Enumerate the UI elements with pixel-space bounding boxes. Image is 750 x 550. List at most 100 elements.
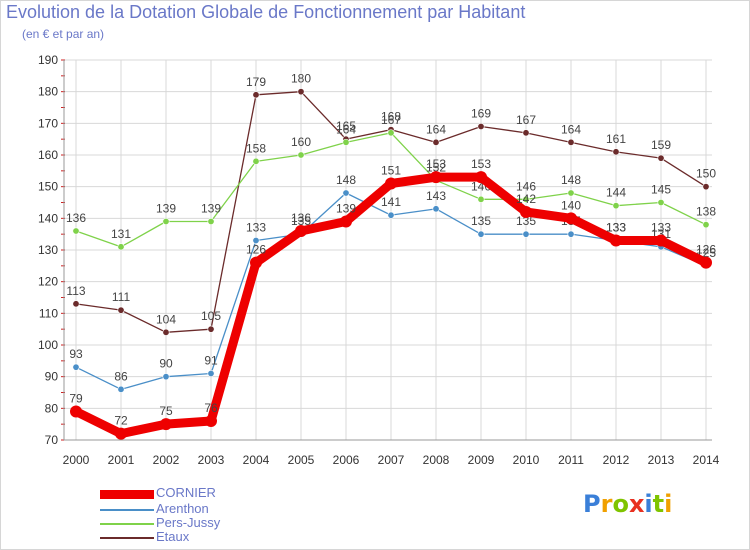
data-point bbox=[207, 369, 215, 377]
data-point bbox=[72, 227, 80, 235]
data-label: 142 bbox=[516, 192, 536, 206]
data-label: 169 bbox=[471, 107, 491, 121]
x-tick-label: 2012 bbox=[603, 453, 630, 467]
legend-label-pers-jussy: Pers-Jussy bbox=[156, 515, 221, 530]
data-label: 105 bbox=[201, 309, 221, 323]
data-point bbox=[70, 405, 82, 418]
legend-label-arenthon: Arenthon bbox=[156, 501, 209, 516]
data-point bbox=[657, 199, 665, 207]
data-label: 160 bbox=[291, 135, 311, 149]
data-label: 139 bbox=[156, 202, 176, 216]
data-point bbox=[477, 195, 485, 203]
data-point bbox=[477, 123, 485, 131]
data-point bbox=[430, 171, 442, 184]
data-label: 143 bbox=[426, 189, 446, 203]
data-point bbox=[567, 189, 575, 197]
data-label: 133 bbox=[651, 221, 671, 235]
data-point bbox=[205, 415, 217, 427]
data-point bbox=[702, 221, 710, 229]
logo-letter: t bbox=[652, 490, 665, 518]
y-tick-label: 110 bbox=[39, 306, 58, 320]
data-point bbox=[115, 427, 127, 440]
data-point bbox=[387, 211, 395, 219]
data-label: 164 bbox=[336, 122, 356, 136]
y-tick-label: 150 bbox=[38, 180, 58, 194]
data-point bbox=[655, 234, 667, 247]
x-tick-label: 2008 bbox=[423, 453, 450, 467]
data-point bbox=[297, 151, 305, 159]
data-label: 136 bbox=[66, 211, 86, 225]
legend-label-cornier: CORNIER bbox=[156, 485, 216, 500]
data-label: 164 bbox=[426, 122, 446, 136]
y-tick-label: 130 bbox=[38, 243, 58, 257]
data-label: 79 bbox=[69, 392, 83, 406]
data-point bbox=[342, 138, 350, 146]
y-tick-label: 90 bbox=[45, 370, 59, 384]
y-tick-label: 180 bbox=[38, 85, 58, 99]
data-label: 167 bbox=[381, 113, 401, 127]
data-point bbox=[387, 129, 395, 137]
data-label: 75 bbox=[159, 404, 173, 418]
data-point bbox=[340, 215, 352, 228]
data-label: 165 bbox=[336, 119, 356, 133]
data-point bbox=[475, 171, 487, 184]
data-label: 146 bbox=[516, 179, 536, 193]
data-point bbox=[295, 225, 307, 237]
data-label: 76 bbox=[204, 401, 218, 415]
data-label: 168 bbox=[381, 110, 401, 124]
data-label: 145 bbox=[651, 183, 671, 197]
data-point bbox=[432, 205, 440, 213]
data-label: 153 bbox=[426, 157, 446, 171]
data-point bbox=[162, 218, 170, 226]
data-point bbox=[207, 218, 215, 226]
data-label: 148 bbox=[561, 173, 581, 187]
data-label: 180 bbox=[291, 72, 311, 86]
data-label: 93 bbox=[69, 347, 83, 361]
data-point bbox=[342, 189, 350, 197]
data-point bbox=[612, 148, 620, 156]
logo-letter: i bbox=[664, 490, 673, 518]
x-tick-label: 2003 bbox=[198, 453, 225, 467]
logo-letter: r bbox=[600, 490, 613, 518]
data-point bbox=[162, 373, 170, 381]
data-label: 133 bbox=[246, 221, 266, 235]
data-point bbox=[610, 234, 622, 247]
data-point bbox=[657, 154, 665, 162]
x-tick-label: 2009 bbox=[468, 453, 495, 467]
data-label: 164 bbox=[561, 122, 581, 136]
data-point bbox=[117, 385, 125, 393]
data-point bbox=[252, 157, 260, 165]
data-point bbox=[72, 363, 80, 371]
data-point bbox=[207, 325, 215, 333]
chart-title: Evolution de la Dotation Globale de Fonc… bbox=[6, 2, 526, 22]
data-label: 179 bbox=[246, 75, 266, 89]
data-label: 90 bbox=[159, 357, 173, 371]
data-point bbox=[612, 202, 620, 210]
data-label: 131 bbox=[111, 227, 131, 241]
x-tick-label: 2011 bbox=[558, 453, 584, 467]
data-point bbox=[522, 230, 530, 238]
legend-swatch-etaux bbox=[100, 537, 154, 539]
data-label: 91 bbox=[204, 354, 218, 368]
data-label: 104 bbox=[156, 312, 176, 326]
data-point bbox=[117, 306, 125, 314]
data-label: 139 bbox=[336, 202, 356, 216]
data-label: 161 bbox=[606, 132, 626, 146]
data-label: 167 bbox=[516, 113, 536, 127]
chart-subtitle: (en € et par an) bbox=[22, 27, 105, 41]
data-point bbox=[700, 256, 712, 269]
data-label: 113 bbox=[66, 284, 85, 298]
x-tick-label: 2014 bbox=[693, 453, 720, 467]
data-label: 139 bbox=[201, 202, 221, 216]
data-label: 148 bbox=[336, 173, 356, 187]
data-point bbox=[297, 88, 305, 96]
data-label: 151 bbox=[381, 164, 401, 178]
x-tick-label: 2004 bbox=[243, 453, 270, 467]
data-point bbox=[250, 256, 262, 269]
data-point bbox=[162, 328, 170, 336]
data-label: 159 bbox=[651, 138, 671, 152]
legend-swatch-cornier bbox=[100, 489, 154, 499]
y-tick-label: 100 bbox=[38, 338, 58, 352]
data-label: 152 bbox=[426, 160, 446, 174]
